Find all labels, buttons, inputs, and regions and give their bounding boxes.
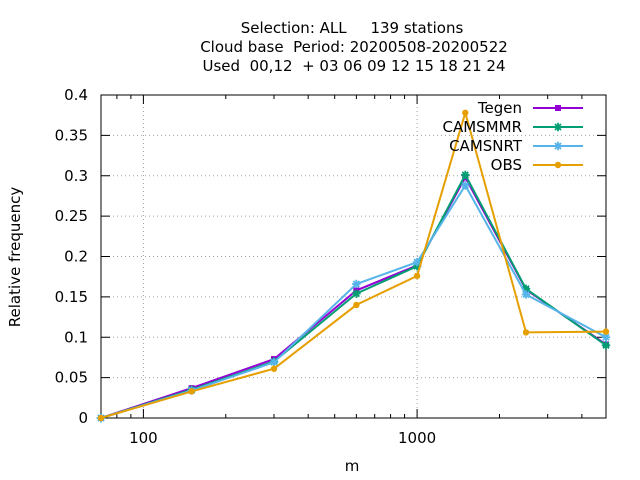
y-tick-label: 0.15 [55, 288, 88, 306]
series-lines [96, 109, 611, 423]
marker-core [354, 291, 359, 296]
point-obs [270, 365, 278, 372]
legend-label-tegen: Tegen [477, 99, 522, 117]
grid [101, 95, 606, 418]
y-tick-label: 0.05 [55, 369, 88, 387]
y-tick-label: 0.2 [64, 248, 88, 266]
y-tick-label: 0.35 [55, 126, 88, 144]
legend-item-camsmmr: CAMSMMR [442, 118, 583, 136]
legend-label-obs: OBS [491, 156, 522, 174]
y-axis-label: Relative frequency [6, 187, 24, 328]
marker-core [604, 335, 608, 340]
point-obs [602, 328, 610, 335]
legend-label-camsnrt: CAMSNRT [449, 137, 523, 155]
legend-marker-camsnrt [553, 141, 563, 151]
point-camsnrt [269, 358, 279, 367]
y-tick-label: 0.4 [64, 86, 88, 104]
legend-item-obs: OBS [491, 156, 583, 174]
marker-core [524, 292, 529, 297]
point-obs [97, 414, 105, 422]
point-obs [522, 329, 530, 336]
point-obs [462, 109, 469, 116]
point-obs [353, 301, 360, 309]
point-camsmmr [521, 284, 531, 293]
marker-core [354, 281, 359, 286]
title-line-3: Used 00,12 + 03 06 09 12 15 18 21 24 [203, 57, 506, 75]
axis-ticks: 0 0.05 0.1 0.15 0.2 0.25 0.3 0.35 0.4 100 1000 [55, 86, 606, 447]
chart-title: Selection: ALL 139 stations Cloud base P… [200, 19, 508, 75]
point-obs [413, 272, 421, 280]
point-camsmmr [461, 170, 470, 180]
legend-marker-tegen [555, 105, 561, 111]
marker-core [604, 343, 608, 348]
point-camsmmr [352, 289, 361, 298]
legend-label-camsmmr: CAMSMMR [442, 118, 522, 136]
marker-core [463, 183, 468, 188]
marker-core [271, 360, 276, 365]
legend-marker-obs [554, 161, 562, 169]
series-line-camsnrt [100, 183, 607, 419]
y-tick-label: 0.3 [64, 167, 88, 185]
point-camsmmr [601, 341, 611, 350]
y-tick-label: 0.25 [55, 207, 88, 225]
legend-item-camsnrt: CAMSNRT [449, 137, 583, 155]
title-line-1: Selection: ALL 139 stations [241, 19, 464, 37]
y-tick-label: 0 [78, 409, 88, 427]
point-camsnrt [601, 333, 611, 342]
marker-core [415, 260, 420, 265]
x-tick-label: 1000 [398, 429, 436, 447]
marker-core [556, 144, 560, 148]
point-obs [188, 388, 195, 395]
x-tick-label: 100 [129, 429, 158, 447]
series-camsnrt [96, 181, 611, 423]
title-line-2: Cloud base Period: 20200508-20200522 [200, 38, 508, 56]
series-line-obs [100, 109, 607, 419]
point-camsnrt [521, 290, 531, 299]
marker-core [463, 172, 468, 177]
y-tick-label: 0.1 [64, 328, 88, 346]
marker-core [524, 286, 529, 291]
marker-core [556, 125, 560, 129]
point-camsnrt [352, 279, 361, 289]
legend-item-tegen: Tegen [477, 99, 583, 117]
series-obs [97, 109, 610, 422]
legend-marker-camsmmr [553, 122, 563, 132]
point-camsnrt [461, 181, 470, 190]
x-axis-label: m [345, 457, 360, 475]
point-camsnrt [412, 257, 422, 267]
